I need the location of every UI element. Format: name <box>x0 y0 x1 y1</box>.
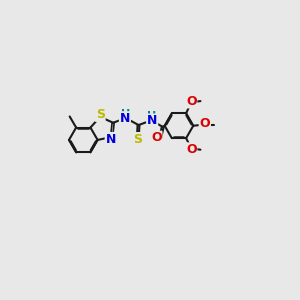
Text: O: O <box>200 117 210 130</box>
Text: O: O <box>151 131 162 145</box>
Text: O: O <box>186 143 196 156</box>
Text: S: S <box>96 108 105 121</box>
Text: N: N <box>120 112 130 125</box>
Text: O: O <box>186 94 196 108</box>
Text: N: N <box>147 114 157 128</box>
Text: H: H <box>121 109 130 119</box>
Text: H: H <box>147 112 156 122</box>
Text: N: N <box>106 133 116 146</box>
Text: S: S <box>133 133 142 146</box>
